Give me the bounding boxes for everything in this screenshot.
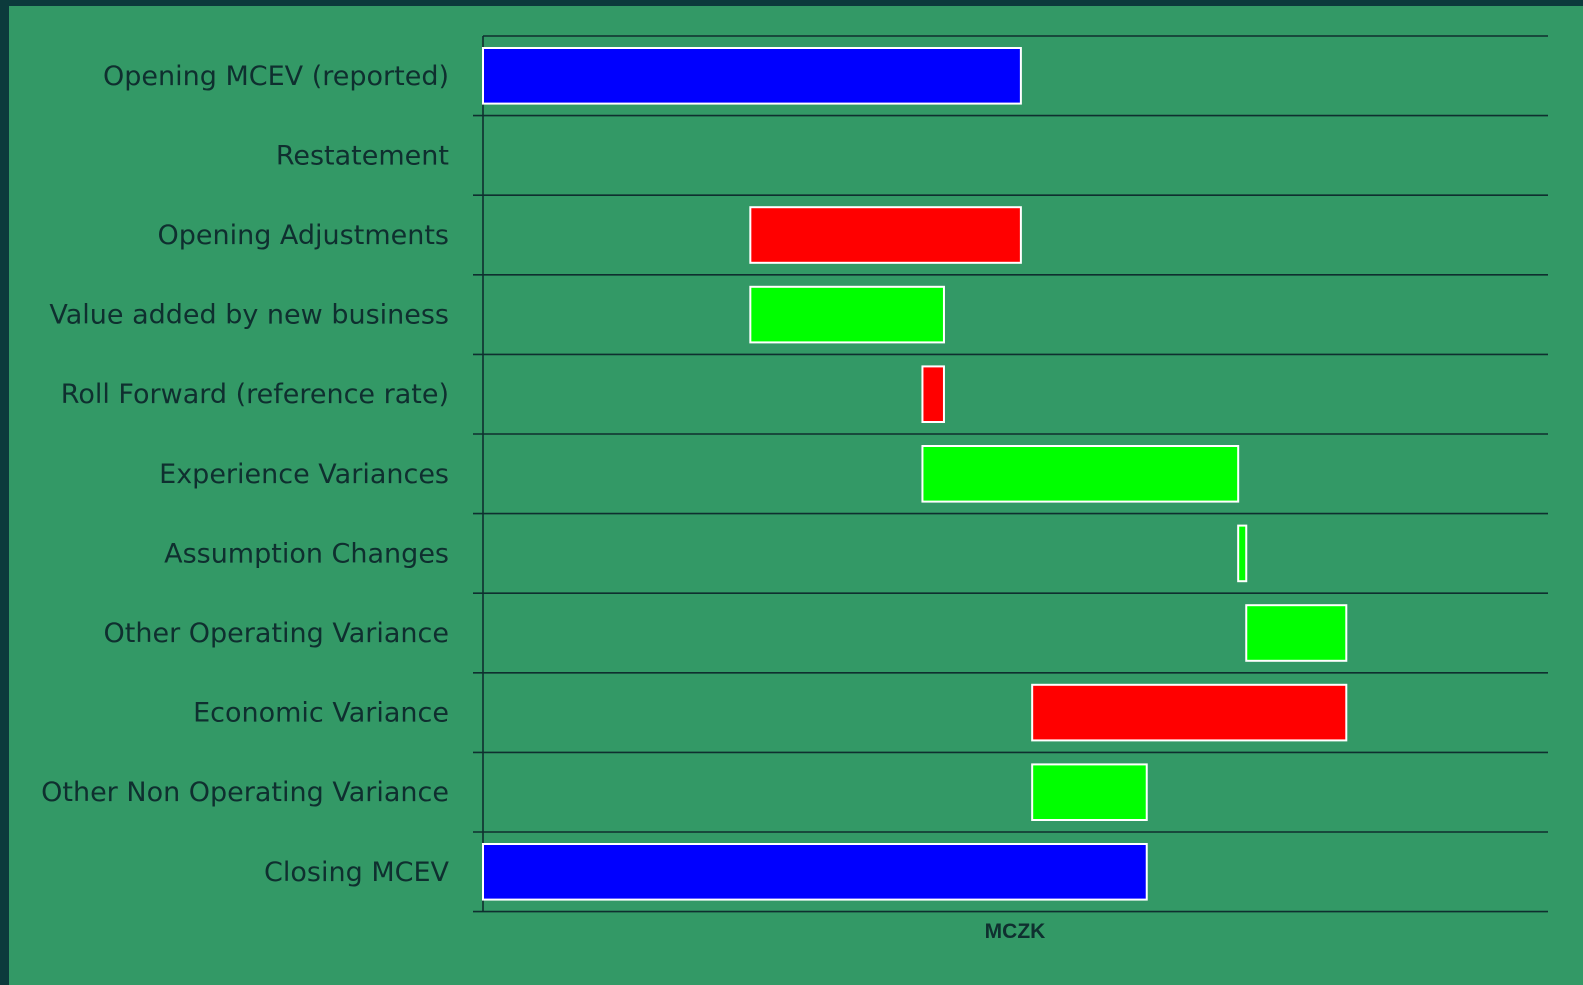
bar-decrease — [1031, 683, 1348, 742]
bar-total — [482, 843, 1148, 901]
chart-frame: Opening MCEV (reported) Restatement Openin… — [9, 6, 1583, 985]
category-label: Opening Adjustments — [157, 220, 449, 251]
bar-increase — [1031, 763, 1148, 822]
waterfall-chart: Opening MCEV (reported) Restatement Openin… — [41, 35, 1548, 943]
category-label: Other Non Operating Variance — [41, 777, 449, 808]
category-labels: Opening MCEV (reported) Restatement Openin… — [41, 61, 449, 888]
category-label: Opening MCEV (reported) — [103, 61, 449, 92]
category-label: Assumption Changes — [164, 538, 449, 569]
category-label: Closing MCEV — [264, 857, 449, 888]
category-label: Other Operating Variance — [104, 618, 449, 649]
gridlines — [473, 35, 1548, 913]
bar-decrease — [749, 206, 1022, 264]
bar-decrease — [921, 365, 945, 423]
category-label: Restatement — [276, 140, 449, 171]
category-label: Roll Forward (reference rate) — [61, 379, 449, 410]
x-axis-title: MCZK — [985, 920, 1046, 943]
bar-increase — [749, 285, 945, 344]
bar-increase — [1245, 604, 1348, 662]
category-label: Value added by new business — [49, 300, 449, 331]
bars — [482, 47, 1348, 901]
bar-total — [482, 47, 1022, 105]
category-label: Economic Variance — [193, 698, 449, 729]
bar-increase — [921, 445, 1240, 503]
bar-increase — [1237, 524, 1248, 583]
category-label: Experience Variances — [159, 459, 449, 490]
